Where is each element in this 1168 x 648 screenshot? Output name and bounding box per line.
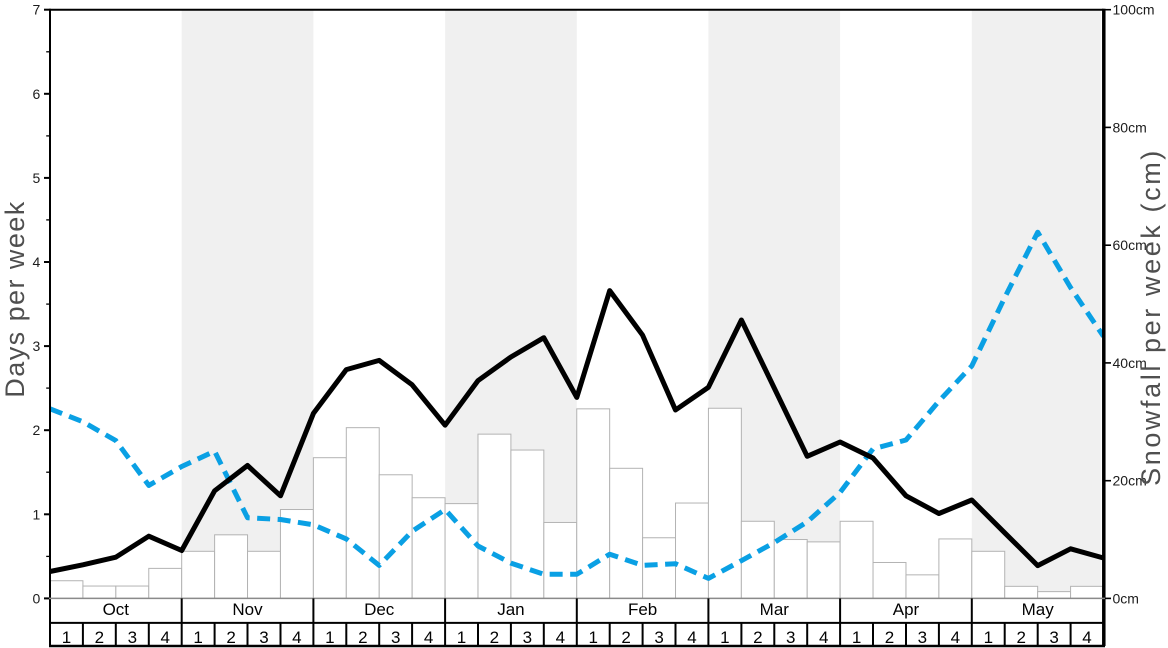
svg-text:2: 2 xyxy=(95,628,104,647)
svg-text:3: 3 xyxy=(128,628,137,647)
svg-text:Dec: Dec xyxy=(364,600,395,619)
svg-text:2: 2 xyxy=(1016,628,1025,647)
svg-text:3: 3 xyxy=(918,628,927,647)
svg-text:3: 3 xyxy=(654,628,663,647)
svg-text:Days per week: Days per week xyxy=(0,200,30,397)
svg-text:1: 1 xyxy=(457,628,466,647)
svg-text:3: 3 xyxy=(786,628,795,647)
svg-text:Nov: Nov xyxy=(232,600,263,619)
svg-text:4: 4 xyxy=(819,628,828,647)
svg-text:2: 2 xyxy=(753,628,762,647)
svg-text:Apr: Apr xyxy=(893,600,920,619)
svg-text:Snowfall per week (cm): Snowfall per week (cm) xyxy=(1136,148,1166,486)
svg-text:2: 2 xyxy=(621,628,630,647)
svg-text:4: 4 xyxy=(951,628,960,647)
svg-text:Oct: Oct xyxy=(103,600,130,619)
svg-text:2: 2 xyxy=(33,422,41,438)
svg-text:1: 1 xyxy=(720,628,729,647)
svg-text:3: 3 xyxy=(33,338,41,354)
svg-text:3: 3 xyxy=(523,628,532,647)
svg-text:1: 1 xyxy=(984,628,993,647)
svg-text:4: 4 xyxy=(556,628,565,647)
svg-text:3: 3 xyxy=(259,628,268,647)
svg-text:80cm: 80cm xyxy=(1113,119,1147,135)
svg-text:2: 2 xyxy=(226,628,235,647)
svg-text:1: 1 xyxy=(588,628,597,647)
svg-text:60cm: 60cm xyxy=(1113,237,1147,253)
svg-text:2: 2 xyxy=(490,628,499,647)
svg-text:1: 1 xyxy=(33,506,41,522)
svg-text:1: 1 xyxy=(62,628,71,647)
svg-text:5: 5 xyxy=(33,170,41,186)
svg-text:Feb: Feb xyxy=(628,600,657,619)
svg-text:4: 4 xyxy=(33,254,41,270)
svg-text:Jan: Jan xyxy=(497,600,524,619)
svg-text:40cm: 40cm xyxy=(1113,355,1147,371)
svg-text:2: 2 xyxy=(358,628,367,647)
svg-text:0cm: 0cm xyxy=(1113,590,1139,606)
svg-text:Mar: Mar xyxy=(760,600,790,619)
svg-text:4: 4 xyxy=(1082,628,1091,647)
svg-text:4: 4 xyxy=(424,628,433,647)
svg-text:1: 1 xyxy=(852,628,861,647)
svg-text:May: May xyxy=(1022,600,1055,619)
svg-text:4: 4 xyxy=(292,628,301,647)
svg-text:2: 2 xyxy=(885,628,894,647)
svg-text:4: 4 xyxy=(687,628,696,647)
svg-text:6: 6 xyxy=(33,86,41,102)
svg-text:7: 7 xyxy=(33,2,41,18)
svg-text:3: 3 xyxy=(391,628,400,647)
svg-text:0: 0 xyxy=(33,590,41,606)
svg-text:4: 4 xyxy=(160,628,169,647)
svg-text:3: 3 xyxy=(1049,628,1058,647)
svg-text:1: 1 xyxy=(193,628,202,647)
svg-text:20cm: 20cm xyxy=(1113,473,1147,489)
svg-text:100cm: 100cm xyxy=(1113,2,1155,18)
svg-text:1: 1 xyxy=(325,628,334,647)
